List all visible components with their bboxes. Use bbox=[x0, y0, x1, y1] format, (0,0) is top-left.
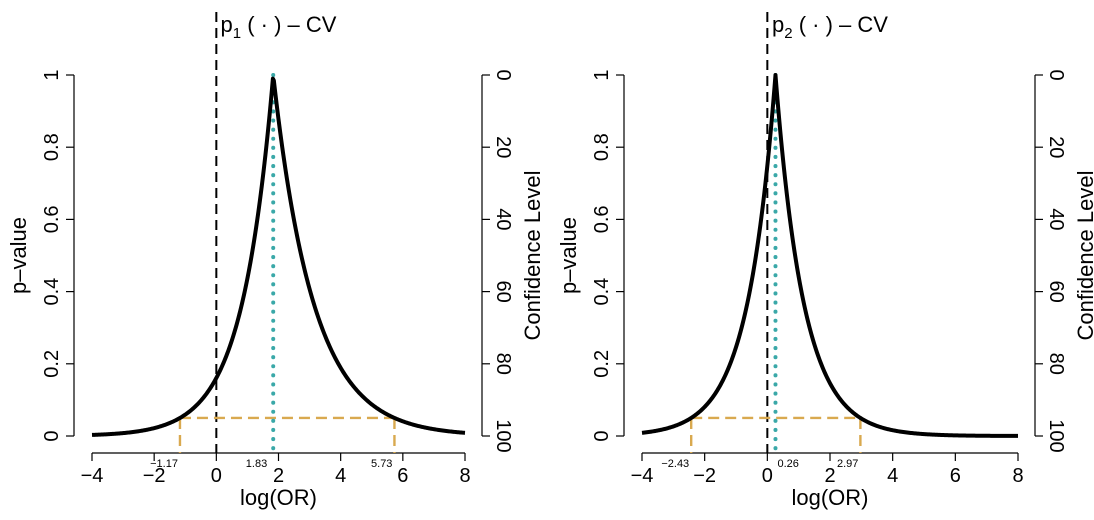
right-tick-label: 40 bbox=[1045, 208, 1067, 230]
confidence-interval bbox=[689, 416, 862, 453]
right-tick-label: 20 bbox=[1045, 136, 1067, 158]
x-tick-label: 2 bbox=[824, 465, 835, 487]
chart-title-base: p bbox=[221, 12, 233, 37]
y-axis: 0 0.2 0.4 0.6 0.8 1 bbox=[41, 69, 75, 442]
chart-title-base: p bbox=[772, 12, 784, 37]
chart-panel-1: p1 ( · ) – CV−4 −2 0 2 4 6 8log(OR)00.20.40.60… bbox=[6, 12, 545, 510]
chart-title-subscript: 2 bbox=[784, 25, 792, 42]
y-tick-label: 0.8 bbox=[591, 133, 613, 161]
right-axis-title: Confidence Level bbox=[520, 170, 545, 340]
right-tick-label: 100 bbox=[492, 419, 514, 452]
x-tick-label: 4 bbox=[335, 465, 346, 487]
right-tick-label: 0 bbox=[1045, 69, 1067, 80]
x-axis-title: log(OR) bbox=[240, 485, 317, 510]
right-axis: 0 20 40 60 80 100 bbox=[481, 69, 514, 453]
y-axis-title: p–value bbox=[556, 217, 581, 294]
y-tick-label: 0.6 bbox=[41, 205, 63, 233]
ci-lower-label: −2.43 bbox=[661, 458, 689, 470]
ci-value-labels: −1.17 1.83 5.73 bbox=[150, 458, 392, 470]
ci-lower-label: −1.17 bbox=[150, 458, 178, 470]
y-tick-label: 1 bbox=[591, 69, 613, 80]
right-tick-label: 0 bbox=[492, 69, 514, 80]
y-tick-label: 1 bbox=[41, 69, 63, 80]
chart-title-rest: ( · ) – CV bbox=[241, 12, 337, 37]
y-tick-label: 0.2 bbox=[591, 350, 613, 378]
right-tick-label: 60 bbox=[1045, 280, 1067, 302]
estimate-label: 0.26 bbox=[777, 458, 798, 470]
pvalue-curve bbox=[640, 73, 1020, 438]
y-tick-label: 0.6 bbox=[591, 205, 613, 233]
x-tick-label: 6 bbox=[397, 465, 408, 487]
chart-title: p1 ( · ) – CV bbox=[221, 12, 337, 42]
x-tick-label: 4 bbox=[887, 465, 898, 487]
x-tick-label: −4 bbox=[81, 465, 104, 487]
right-tick-label: 40 bbox=[492, 208, 514, 230]
right-tick-label: 20 bbox=[492, 136, 514, 158]
ci-upper-label: 2.97 bbox=[837, 458, 858, 470]
x-tick-label: 8 bbox=[459, 465, 470, 487]
x-tick-label: 2 bbox=[273, 465, 284, 487]
right-tick-label: 80 bbox=[492, 353, 514, 375]
x-axis: −4 −2 0 2 4 6 8 bbox=[631, 452, 1024, 487]
x-tick-label: 8 bbox=[1012, 465, 1023, 487]
x-tick-label: −2 bbox=[693, 465, 716, 487]
x-tick-label: −4 bbox=[631, 465, 654, 487]
y-tick-label: 0.8 bbox=[41, 133, 63, 161]
right-tick-label: 80 bbox=[1045, 353, 1067, 375]
y-axis-title: p–value bbox=[6, 217, 31, 294]
chart-panel-2: p2 ( · ) – CV−4 −2 0 2 4 6 8log(OR)00.20.40.60… bbox=[556, 12, 1094, 510]
y-tick-label: 0.2 bbox=[41, 350, 63, 378]
y-tick-label: 0 bbox=[41, 430, 63, 441]
ci-upper-label: 5.73 bbox=[371, 458, 392, 470]
right-tick-label: 100 bbox=[1045, 419, 1067, 452]
y-axis: 0 0.2 0.4 0.6 0.8 1 bbox=[591, 69, 625, 442]
y-tick-label: 0.4 bbox=[591, 278, 613, 306]
right-tick-label: 60 bbox=[492, 280, 514, 302]
y-tick-label: 0 bbox=[591, 430, 613, 441]
chart-title: p2 ( · ) – CV bbox=[772, 12, 888, 42]
confidence-interval bbox=[178, 416, 396, 453]
x-tick-label: −2 bbox=[143, 465, 166, 487]
ci-value-labels: −2.43 0.26 2.97 bbox=[661, 458, 858, 470]
pvalue-curve bbox=[90, 76, 467, 437]
x-tick-label: 6 bbox=[950, 465, 961, 487]
chart-title-subscript: 1 bbox=[233, 25, 241, 42]
right-axis: 0 20 40 60 80 100 bbox=[1034, 69, 1067, 453]
right-axis-title: Confidence Level bbox=[1073, 170, 1094, 340]
x-tick-label: 0 bbox=[211, 465, 222, 487]
chart-title-rest: ( · ) – CV bbox=[793, 12, 889, 37]
x-axis-title: log(OR) bbox=[791, 485, 868, 510]
x-axis: −4 −2 0 2 4 6 8 bbox=[81, 452, 471, 487]
estimate-label: 1.83 bbox=[246, 458, 267, 470]
x-tick-label: 0 bbox=[762, 465, 773, 487]
y-tick-label: 0.4 bbox=[41, 278, 63, 306]
